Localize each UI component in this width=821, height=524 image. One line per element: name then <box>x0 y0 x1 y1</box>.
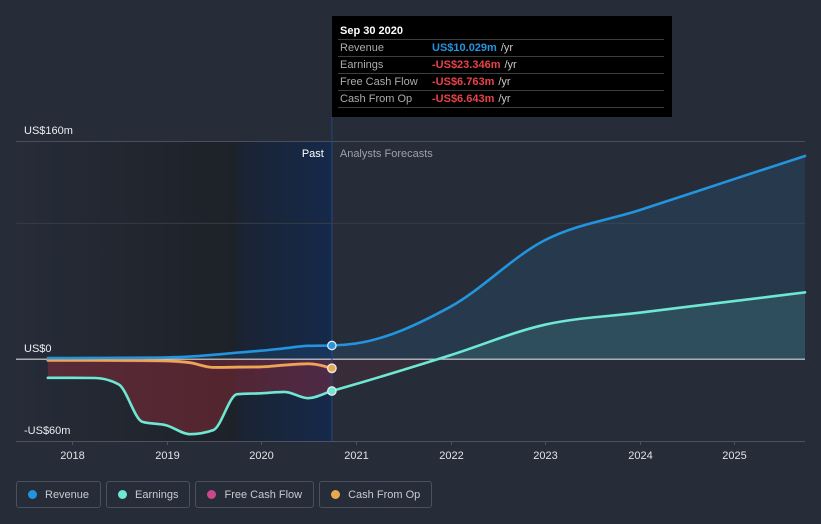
tooltip-row-free-cash-flow: Free Cash Flow -US$6.763m /yr <box>338 74 664 91</box>
tooltip-label: Earnings <box>340 59 384 71</box>
tooltip-unit: /yr <box>504 59 517 71</box>
earnings-line <box>46 291 807 436</box>
tooltip-unit: /yr <box>498 93 511 105</box>
tooltip-value: -US$23.346m <box>432 59 501 71</box>
tooltip-label: Free Cash Flow <box>340 76 418 88</box>
earnings-area-positive <box>47 292 805 360</box>
cash-from-op-dot-icon <box>331 490 341 499</box>
free-cash-flow-dot-icon <box>207 490 217 499</box>
tooltip-label: Cash From Op <box>340 93 413 105</box>
data-tooltip: Sep 30 2020 Revenue US$10.029m /yr Earni… <box>332 16 672 117</box>
legend-label: Earnings <box>135 488 179 501</box>
tooltip-value: -US$6.763m <box>432 76 495 88</box>
legend-item-free-cash-flow[interactable]: Free Cash Flow <box>195 481 315 508</box>
x-tick-label: 2021 <box>344 450 368 462</box>
legend-item-cash-from-op[interactable]: Cash From Op <box>319 481 433 508</box>
earnings-point <box>327 386 337 396</box>
x-tick-label: 2019 <box>155 450 179 462</box>
tooltip-unit: /yr <box>500 42 514 54</box>
legend-item-revenue[interactable]: Revenue <box>16 481 102 508</box>
revenue-area <box>47 156 805 360</box>
x-tick-label: 2025 <box>722 450 746 462</box>
y-axis-label: US$160m <box>24 125 73 137</box>
revenue-point <box>327 340 337 351</box>
x-tick-label: 2024 <box>628 450 652 462</box>
past-label: Past <box>302 148 324 160</box>
earnings-dot-icon <box>118 490 128 499</box>
x-tick-label: 2023 <box>533 450 557 462</box>
tooltip-unit: /yr <box>498 76 511 88</box>
y-axis-label: US$0 <box>24 343 52 355</box>
x-tick-label: 2018 <box>60 450 84 462</box>
tooltip-date: Sep 30 2020 <box>338 16 664 40</box>
tooltip-row-cash-from-op: Cash From Op -US$6.643m /yr <box>338 91 664 108</box>
revenue-dot-icon <box>28 490 37 499</box>
x-tick-label: 2020 <box>249 450 273 462</box>
cash-from-op-line <box>46 358 334 370</box>
forecast-label: Analysts Forecasts <box>340 148 433 160</box>
tooltip-label: Revenue <box>340 42 385 54</box>
revenue-line <box>46 154 807 360</box>
tooltip-value: US$10.029m <box>432 42 497 54</box>
y-axis-label: -US$60m <box>24 425 70 437</box>
tooltip-row-earnings: Earnings -US$23.346m /yr <box>338 57 664 74</box>
legend: Revenue Earnings Free Cash Flow Cash Fro… <box>16 481 433 508</box>
history-shade <box>16 141 238 441</box>
tooltip-value: -US$6.643m <box>432 93 495 105</box>
earnings-area-negative-past <box>47 359 332 435</box>
legend-item-earnings[interactable]: Earnings <box>106 481 191 508</box>
legend-label: Revenue <box>45 488 90 501</box>
legend-label: Cash From Op <box>348 488 421 501</box>
legend-label: Free Cash Flow <box>224 488 303 501</box>
x-tick-label: 2022 <box>439 450 463 462</box>
tooltip-row-revenue: Revenue US$10.029m /yr <box>338 40 664 57</box>
cash-from-op-point <box>327 363 337 374</box>
